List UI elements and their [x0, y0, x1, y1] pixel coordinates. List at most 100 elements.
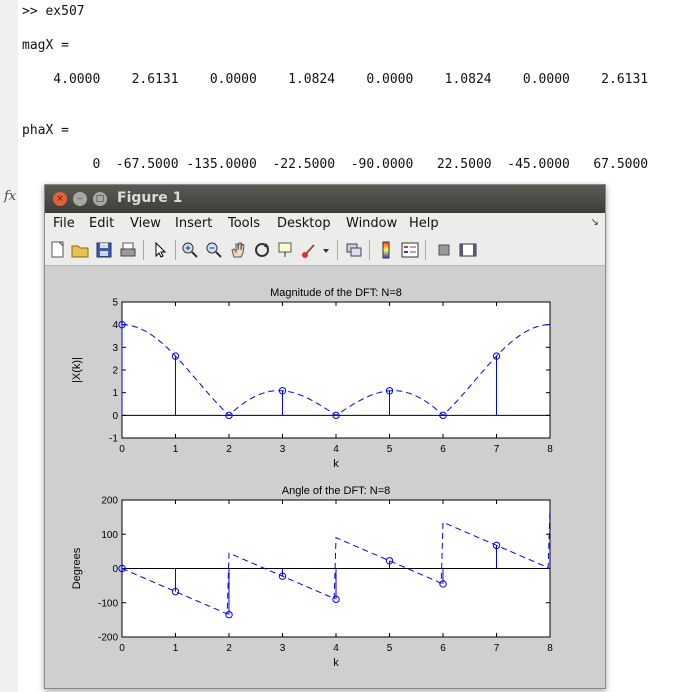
x-tick-label: 5 [387, 444, 393, 455]
x-tick-label: 1 [173, 444, 179, 455]
chart-title: Angle of the DFT: N=8 [282, 485, 391, 497]
console-line-phax-values: 0 -67.5000 -135.0000 -22.5000 -90.0000 2… [22, 157, 649, 172]
x-tick-label: 3 [280, 444, 286, 455]
y-tick-label: 0 [112, 411, 118, 422]
x-tick-label: 0 [119, 444, 125, 455]
show-plot-tools-icon[interactable] [459, 241, 477, 259]
y-axis-label: Degrees [71, 547, 83, 589]
dashed-curve [122, 324, 550, 416]
x-tick-label: 2 [226, 643, 232, 654]
zoom-out-icon[interactable] [205, 241, 223, 259]
stem-marker [439, 411, 447, 420]
pointer-icon[interactable] [151, 241, 169, 259]
x-axis-label: k [333, 657, 339, 669]
console-line-magx-label: magX = [22, 38, 69, 53]
print-icon[interactable] [119, 241, 137, 259]
stem-marker [332, 595, 340, 604]
stem-marker [492, 541, 501, 550]
new-figure-icon[interactable] [49, 241, 67, 259]
save-icon[interactable] [95, 241, 113, 259]
y-tick-label: -200 [98, 633, 118, 644]
y-tick-label: 2 [112, 366, 118, 377]
x-tick-label: 8 [547, 444, 553, 455]
stem-marker [171, 352, 180, 360]
y-tick-label: -100 [98, 598, 118, 609]
legend-icon[interactable] [401, 241, 419, 259]
stem-marker [118, 320, 126, 329]
stem-marker [118, 564, 126, 573]
y-tick-label: 1 [112, 388, 118, 399]
stem-marker [278, 572, 287, 580]
menu-edit[interactable]: Edit [89, 216, 115, 231]
console-line-phax-label: phaX = [22, 123, 69, 138]
y-tick-label: 4 [112, 320, 118, 331]
stem-marker [225, 611, 233, 619]
toolbar-separator [143, 240, 144, 260]
figure-canvas[interactable]: 0 1 2 3 4 5 6 7 8 -1 0 1 2 3 4 5 Magnitude of the DFT: N… [45, 266, 605, 688]
y-tick-label: 100 [101, 530, 118, 541]
figure-toolbar [45, 235, 605, 266]
menu-bar: File Edit View Insert Tools Desktop Wind… [45, 213, 605, 235]
dock-arrow-icon[interactable]: ↘ [590, 217, 599, 228]
hide-plot-tools-icon[interactable] [435, 241, 453, 259]
x-tick-label: 4 [333, 643, 339, 654]
command-window-output: >> ex507 magX = 4.0000 2.6131 0.0000 1.0… [22, 0, 648, 172]
axes-box [121, 301, 551, 439]
x-tick-label: 1 [173, 643, 179, 654]
link-plot-icon[interactable] [345, 241, 363, 259]
menu-window[interactable]: Window [346, 216, 398, 231]
menu-desktop[interactable]: Desktop [277, 216, 331, 231]
dashed-curve [121, 506, 551, 615]
x-tick-label: 7 [494, 643, 500, 654]
close-icon[interactable]: × [53, 192, 67, 206]
y-tick-label: -1 [109, 434, 118, 445]
stem-marker [332, 411, 340, 420]
console-line-magx-values: 4.0000 2.6131 0.0000 1.0824 0.0000 1.082… [22, 72, 649, 87]
rotate-3d-icon[interactable] [253, 241, 271, 259]
brush-dropdown-icon[interactable] [321, 241, 331, 259]
menu-file[interactable]: File [53, 216, 75, 231]
menu-insert[interactable]: Insert [175, 216, 213, 231]
pan-hand-icon[interactable] [229, 241, 247, 259]
x-tick-label: 4 [333, 444, 339, 455]
y-axis-label: |X(k)| [71, 357, 83, 383]
menu-view[interactable]: View [130, 216, 161, 231]
toolbar-separator [175, 240, 176, 260]
menu-tools[interactable]: Tools [228, 216, 261, 231]
fx-prompt-icon: fx [4, 189, 17, 204]
x-axis-label: k [333, 458, 339, 470]
y-tick-label: 5 [112, 298, 118, 309]
figure-title: Figure 1 [117, 190, 183, 206]
figure-window[interactable]: × – □ Figure 1 File Edit View Insert Too… [44, 184, 606, 689]
axes-2: 0 1 2 3 4 5 6 7 8 -200 -100 0 100 200 Angle of the DFT… [71, 485, 553, 669]
console-line-command: >> ex507 [22, 4, 85, 19]
x-tick-label: 6 [440, 444, 446, 455]
stem-marker [171, 587, 180, 596]
stem-marker [385, 387, 394, 395]
stem-marker [439, 580, 447, 588]
brush-icon[interactable] [301, 241, 319, 259]
x-tick-label: 2 [226, 444, 232, 455]
maximize-icon[interactable]: □ [93, 192, 107, 206]
toolbar-separator [369, 240, 370, 260]
x-tick-label: 6 [440, 643, 446, 654]
stem-marker [278, 387, 287, 395]
x-tick-label: 5 [387, 643, 393, 654]
minimize-icon[interactable]: – [73, 192, 87, 206]
zoom-in-icon[interactable] [181, 241, 199, 259]
open-file-icon[interactable] [71, 241, 89, 259]
stem-marker [385, 557, 394, 565]
figure-titlebar[interactable]: × – □ Figure 1 [45, 185, 605, 213]
x-tick-label: 0 [119, 643, 125, 654]
data-cursor-icon[interactable] [277, 241, 295, 259]
command-window-gutter [0, 0, 18, 692]
menu-help[interactable]: Help [409, 216, 439, 231]
y-tick-label: 200 [101, 496, 118, 507]
stem-marker [225, 411, 233, 420]
x-tick-label: 3 [280, 643, 286, 654]
x-tick-label: 8 [547, 643, 553, 654]
stem-marker [492, 352, 501, 360]
colorbar-icon[interactable] [377, 241, 395, 259]
y-tick-label: 3 [112, 343, 118, 354]
